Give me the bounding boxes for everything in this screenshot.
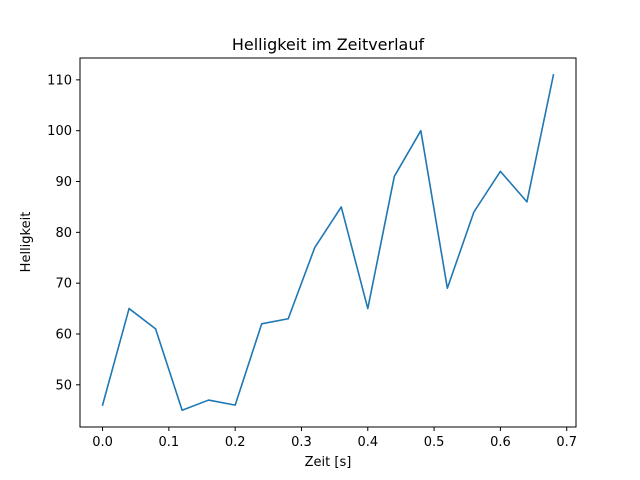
- x-tick-label: 0.6: [490, 435, 511, 450]
- y-tick-label: 90: [55, 175, 72, 190]
- data-series: [101, 73, 555, 412]
- brightness-line: [101, 73, 555, 412]
- chart-title: Helligkeit im Zeitverlauf: [232, 35, 425, 54]
- x-tick-label: 0.2: [225, 435, 246, 450]
- y-tick-label: 70: [55, 277, 72, 292]
- plot-area: [79, 57, 577, 428]
- y-tick-label: 60: [55, 327, 72, 342]
- x-tick-label: 0.1: [159, 435, 180, 450]
- y-tick-label: 80: [55, 226, 72, 241]
- x-axis-label: Zeit [s]: [305, 455, 352, 470]
- x-tick-label: 0.3: [291, 435, 312, 450]
- x-tick-label: 0.5: [424, 435, 445, 450]
- x-tick-label: 0.4: [357, 435, 378, 450]
- axis-ticks: 0.0 0.1 0.2 0.3 0.4 0.5 0.6 0.7 50 60 70 80 90 100 110: [47, 73, 577, 450]
- y-axis-label: Helligkeit: [19, 212, 34, 273]
- y-tick-label: 100: [47, 124, 72, 139]
- x-tick-label: 0.7: [556, 435, 577, 450]
- y-tick-label: 50: [55, 378, 72, 393]
- y-tick-label: 110: [47, 73, 72, 88]
- x-tick-label: 0.0: [92, 435, 113, 450]
